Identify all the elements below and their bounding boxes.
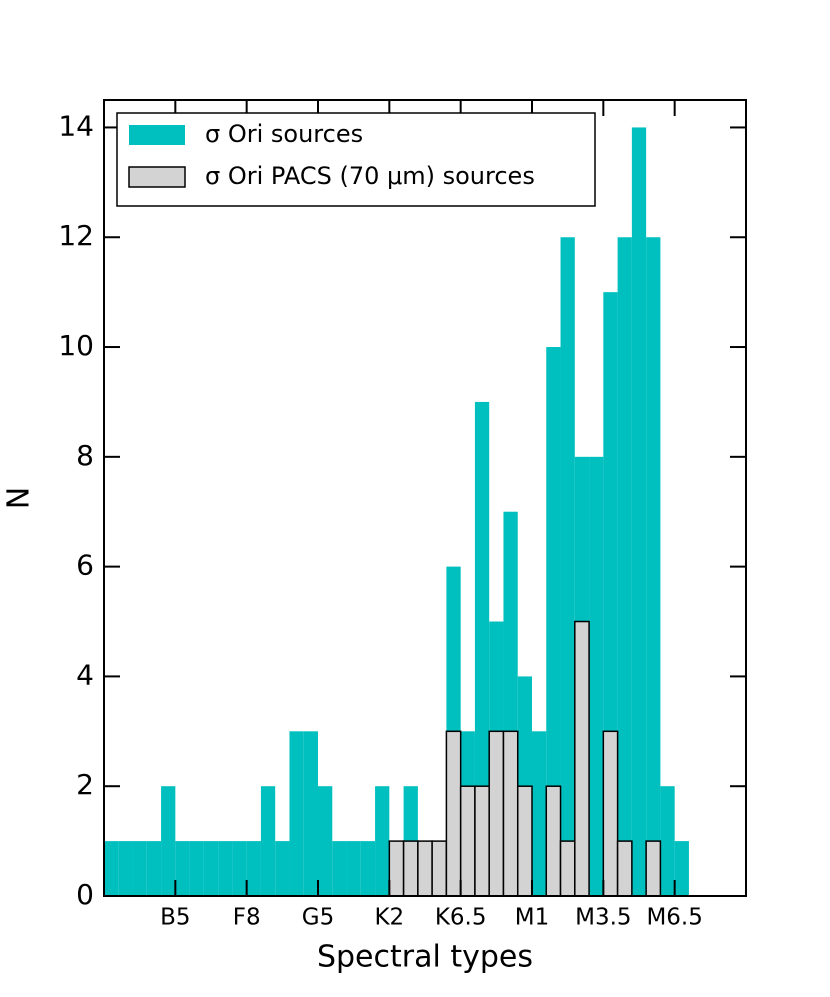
bar	[631, 127, 647, 897]
bar	[616, 840, 633, 897]
bar	[175, 841, 190, 896]
bar	[516, 785, 533, 897]
bar	[674, 841, 689, 896]
bar	[602, 730, 619, 897]
bar	[346, 841, 361, 896]
bar	[574, 620, 590, 897]
bar	[275, 841, 290, 896]
legend-label: σ Ori PACS (70 μm) sources	[205, 162, 535, 190]
bar	[532, 731, 547, 896]
bar	[474, 785, 490, 897]
bar	[660, 786, 675, 896]
legend-swatch	[129, 125, 185, 145]
legend: σ Ori sources σ Ori PACS (70 μm) sources	[116, 112, 596, 207]
x-axis-label: Spectral types	[317, 940, 533, 975]
bar	[189, 841, 204, 896]
legend-box	[116, 112, 596, 207]
y-tick-label: 14	[58, 109, 94, 142]
y-tick-label: 2	[76, 768, 94, 801]
bar	[589, 456, 604, 896]
bar	[203, 841, 219, 896]
bar	[617, 237, 632, 896]
bar	[459, 785, 476, 897]
y-tick-label: 6	[76, 549, 94, 582]
x-tick-label: M1	[515, 905, 549, 931]
bar	[388, 840, 405, 897]
x-tick-label: B5	[160, 905, 190, 931]
bar	[445, 730, 462, 897]
bar	[318, 786, 333, 896]
bar	[502, 730, 519, 897]
x-tick-label: G5	[302, 905, 334, 931]
bar	[232, 841, 247, 896]
legend-label: σ Ori sources	[205, 120, 363, 148]
y-tick-label: 8	[76, 439, 94, 472]
bar	[402, 840, 419, 897]
plot-frame	[103, 99, 747, 897]
bar	[545, 785, 562, 897]
bar	[646, 237, 661, 896]
bar	[289, 731, 304, 896]
bar	[218, 841, 233, 896]
bar	[132, 841, 147, 896]
bar	[118, 841, 133, 896]
bar	[488, 730, 505, 897]
bar	[303, 731, 318, 896]
x-tick-label: F8	[233, 905, 261, 931]
bar	[332, 841, 347, 896]
bar	[360, 841, 376, 896]
y-tick-label: 10	[58, 329, 94, 362]
bar	[474, 401, 490, 896]
legend-swatch	[128, 166, 186, 188]
bar	[546, 347, 561, 896]
bar	[375, 786, 390, 896]
bar	[161, 786, 176, 896]
bar	[104, 841, 119, 896]
bar	[431, 840, 448, 897]
bar	[645, 840, 662, 897]
bar	[246, 841, 261, 896]
y-axis-label: N	[2, 487, 37, 509]
bar	[146, 841, 162, 896]
bar	[260, 786, 276, 896]
y-tick-label: 0	[76, 878, 94, 911]
x-tick-label: M6.5	[646, 905, 702, 931]
bar	[560, 237, 575, 896]
y-tick-label: 4	[76, 658, 94, 691]
y-tick-label: 12	[58, 219, 94, 252]
bar	[559, 840, 576, 897]
x-tick-label: K2	[374, 905, 404, 931]
x-tick-label: M3.5	[575, 905, 631, 931]
bar	[417, 840, 433, 897]
x-tick-label: K6.5	[435, 905, 487, 931]
